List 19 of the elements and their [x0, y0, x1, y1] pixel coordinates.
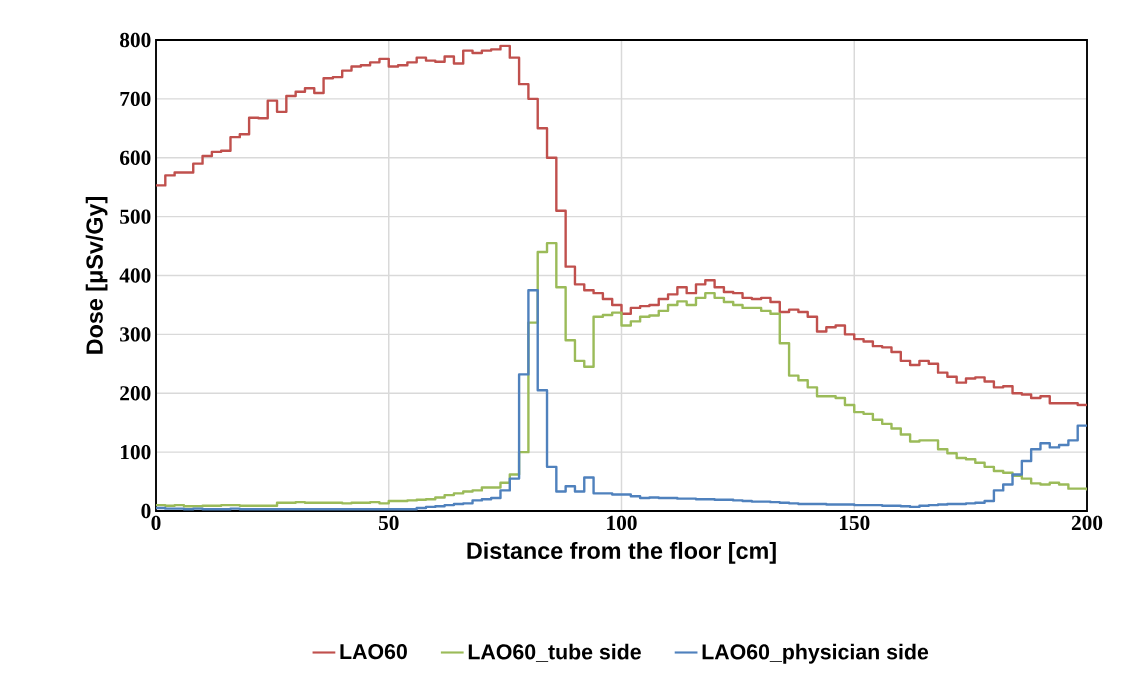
y-tick-label: 600	[120, 150, 151, 165]
y-tick-label: 100	[121, 444, 151, 460]
legend-label: LAO60	[340, 644, 407, 660]
y-tick-label: 400	[119, 268, 151, 283]
legend-label: LAO60_physician side	[702, 643, 929, 664]
y-tick-label: 200	[120, 386, 151, 401]
x-axis-title: Distance from the floor [cm]	[467, 541, 776, 564]
x-tick-label: 150	[839, 515, 870, 531]
y-tick-label: 700	[120, 91, 151, 107]
x-tick-label: 100	[607, 515, 637, 531]
x-tick-label: 200	[1071, 515, 1103, 531]
legend-label: LAO60_tube side	[468, 643, 641, 662]
y-tick-label: 300	[120, 327, 151, 342]
x-tick-label: 0	[151, 515, 161, 531]
x-tick-label: 50	[378, 515, 399, 531]
y-tick-label: 800	[120, 32, 151, 48]
y-tick-label: 0	[141, 503, 151, 519]
y-axis-title: Dose [μSv/Gy]	[85, 197, 108, 354]
y-tick-label: 500	[120, 209, 151, 224]
